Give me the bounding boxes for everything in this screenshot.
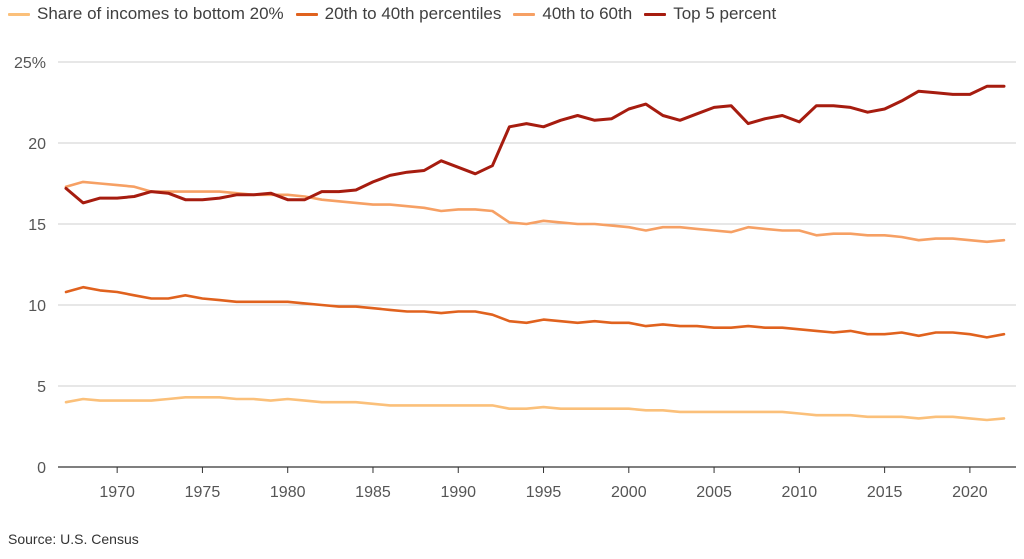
legend-swatch [644, 12, 667, 16]
legend-label: 40th to 60th [542, 4, 633, 23]
y-tick-label: 10 [28, 298, 46, 315]
legend-swatch [8, 12, 30, 16]
x-tick-label: 1995 [526, 484, 562, 501]
legend-item-bottom20: Share of incomes to bottom 20% [8, 4, 284, 24]
y-tick-label: 20 [28, 136, 46, 153]
series-line-bottom20 [64, 395, 1006, 422]
series-lines [64, 84, 1006, 422]
y-tick-label: 5 [37, 379, 46, 396]
x-tick-label: 2005 [696, 484, 732, 501]
source-note: Source: U.S. Census [8, 531, 139, 547]
legend-label: Top 5 percent [673, 4, 777, 23]
legend-label: 20th to 40th percentiles [324, 4, 502, 23]
line-chart: 0 5 10 15 20 25% 1970 1975 1980 1985 1990 1995 2000… [14, 55, 1016, 501]
legend-item-p40to60: 40th to 60th [513, 4, 632, 24]
legend-item-top5: Top 5 percent [644, 4, 776, 24]
x-tick-label: 2020 [952, 484, 988, 501]
x-tick-label: 1985 [355, 484, 391, 501]
legend-swatch [513, 12, 536, 16]
x-tick-label: 1970 [99, 484, 135, 501]
chart-legend: Share of incomes to bottom 20% 20th to 40… [8, 4, 788, 24]
x-tick-label: 1975 [185, 484, 221, 501]
legend-item-p20to40: 20th to 40th percentiles [295, 4, 502, 24]
series-line-p40to60 [64, 180, 1006, 244]
legend-swatch [295, 12, 318, 16]
y-tick-label: 25% [14, 55, 46, 72]
y-tick-label: 15 [28, 217, 46, 234]
legend-label: Share of incomes to bottom 20% [37, 4, 284, 23]
x-tick-label: 2015 [867, 484, 903, 501]
x-axis-ticks: 1970 1975 1980 1985 1990 1995 2000 2005 2010 2015… [99, 467, 988, 501]
gridlines [58, 61, 1016, 468]
y-tick-label: 0 [37, 460, 46, 477]
x-tick-label: 1990 [440, 484, 476, 501]
series-line-p20to40 [64, 285, 1006, 339]
series-line-top5 [64, 84, 1006, 205]
x-tick-label: 1980 [270, 484, 306, 501]
y-axis-ticks: 0 5 10 15 20 25% [14, 55, 46, 477]
x-tick-label: 2010 [782, 484, 818, 501]
x-tick-label: 2000 [611, 484, 647, 501]
